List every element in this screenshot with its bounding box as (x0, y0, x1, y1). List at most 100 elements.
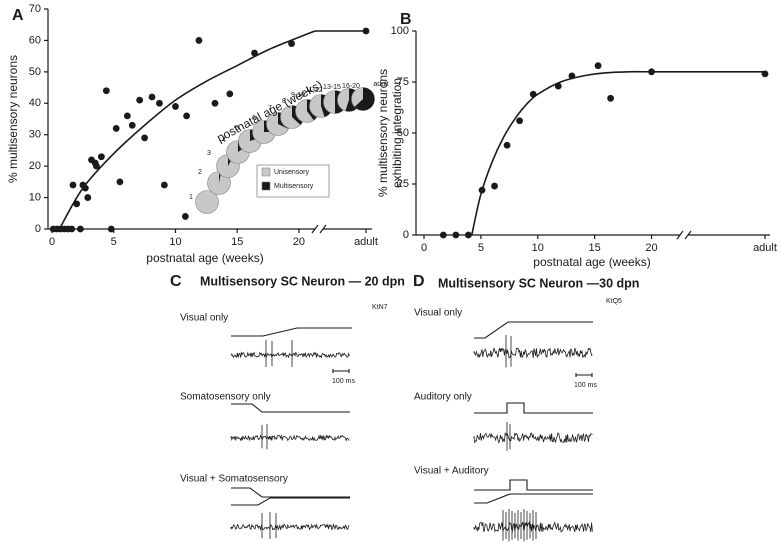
x-axis-label: postnatal age (weeks) (146, 251, 263, 265)
pie-label: 3 (207, 150, 211, 157)
axis-break (676, 230, 692, 240)
pie-label: 4 (222, 137, 226, 144)
legend-label: Multisensory (274, 183, 314, 190)
pie-label: 5 (235, 125, 239, 132)
y-tick-label: 20 (29, 160, 41, 172)
x-axis-label: postnatal age (weeks) (533, 255, 650, 269)
y-tick-label: 75 (397, 76, 409, 88)
data-point (102, 87, 110, 95)
x-tick-label: 5 (478, 242, 484, 254)
data-point (761, 70, 769, 78)
pie-label: 13-15 (323, 84, 341, 91)
data-point (172, 103, 179, 110)
data-point (107, 225, 115, 233)
data-point (123, 112, 131, 120)
pie-label: 11-12 (305, 87, 322, 94)
panel-title: Multisensory SC Neuron —30 dpn (438, 276, 639, 290)
data-point (68, 225, 76, 233)
legend-label: Unisensory (274, 169, 310, 176)
legend-swatch (261, 181, 271, 191)
x-tick-label: adult (354, 236, 378, 248)
panel-label: B (400, 11, 412, 28)
recording-trace (473, 431, 593, 444)
recording-trace (230, 434, 350, 442)
x-tick-label: 0 (421, 242, 427, 254)
pie-label: 2 (198, 169, 202, 176)
y-tick-label: 10 (29, 191, 41, 203)
x-tick-label: 10 (532, 242, 544, 254)
data-point (251, 49, 258, 57)
scale-label: 100 ms (574, 382, 597, 389)
x-tick-label: 5 (111, 236, 117, 248)
stimulus-trace (474, 479, 593, 491)
fit-curve (58, 30, 316, 230)
data-point (503, 141, 511, 149)
legend-swatch (261, 167, 271, 177)
data-point (211, 99, 219, 107)
y-tick-label: 50 (397, 127, 409, 139)
scale-bar (332, 369, 350, 373)
condition-label: Visual + Auditory (414, 466, 489, 477)
pie-label: 7 (268, 105, 272, 112)
data-point (116, 178, 124, 186)
data-point (76, 225, 84, 233)
y-tick-label: 25 (397, 178, 409, 190)
x-tick-label: 15 (589, 242, 601, 254)
pie-background (195, 190, 219, 214)
y-tick-label: 0 (403, 229, 409, 241)
x-tick-label: 10 (169, 236, 181, 248)
data-point (452, 231, 460, 239)
panel-label: C (170, 273, 182, 290)
data-point (439, 231, 447, 239)
data-point (181, 213, 189, 220)
panel-label: D (413, 273, 425, 290)
axis-break (311, 224, 327, 234)
condition-label: Visual + Somatosensory (180, 474, 288, 485)
data-point (148, 93, 156, 101)
data-point (156, 99, 163, 107)
panel-label: A (12, 7, 24, 24)
data-point (69, 181, 77, 189)
panel-title: Multisensory SC Neuron — 20 dpn (200, 274, 405, 288)
pie-label: 8 (282, 98, 286, 105)
pie-wedge (354, 87, 375, 111)
data-point (93, 162, 100, 170)
stimulus-trace (474, 402, 593, 414)
scale-bar (575, 373, 593, 377)
data-point (195, 37, 203, 44)
condition-label: Auditory only (414, 392, 472, 403)
y-tick-label: 100 (391, 25, 409, 37)
y-axis-label: % multisensory neurons (6, 55, 20, 183)
recording-trace (230, 523, 350, 531)
y-tick-label: 30 (29, 129, 41, 141)
y-tick-label: 0 (35, 223, 41, 235)
stimulus-trace (474, 493, 593, 504)
x-tick-label: adult (753, 242, 777, 254)
data-point (594, 62, 602, 70)
x-tick-label: 20 (293, 236, 305, 248)
stimulus-trace (474, 321, 593, 339)
pie-label: adult (373, 81, 388, 88)
condition-label: Visual only (180, 313, 228, 324)
pie-label: 16-20 (342, 83, 360, 90)
data-point (648, 68, 655, 76)
data-point (141, 134, 149, 142)
data-point (97, 153, 105, 161)
data-point (554, 82, 562, 90)
scale-label: 100 ms (332, 378, 355, 385)
data-point (128, 121, 136, 129)
data-point (112, 125, 120, 132)
data-point (84, 194, 92, 201)
stimulus-trace (231, 327, 352, 337)
pie-label: 6 (252, 115, 256, 122)
y-axis-label: % multisensory neurons (376, 69, 390, 197)
condition-label: Somatosensory only (180, 392, 271, 403)
recording-trace (473, 347, 593, 359)
data-point (516, 117, 523, 125)
fit-curve (471, 70, 680, 236)
data-point (288, 40, 295, 47)
stimulus-trace (231, 403, 350, 413)
x-tick-label: 0 (49, 236, 55, 248)
recording-trace (230, 351, 350, 359)
pie-label: 9-10 (291, 92, 305, 99)
